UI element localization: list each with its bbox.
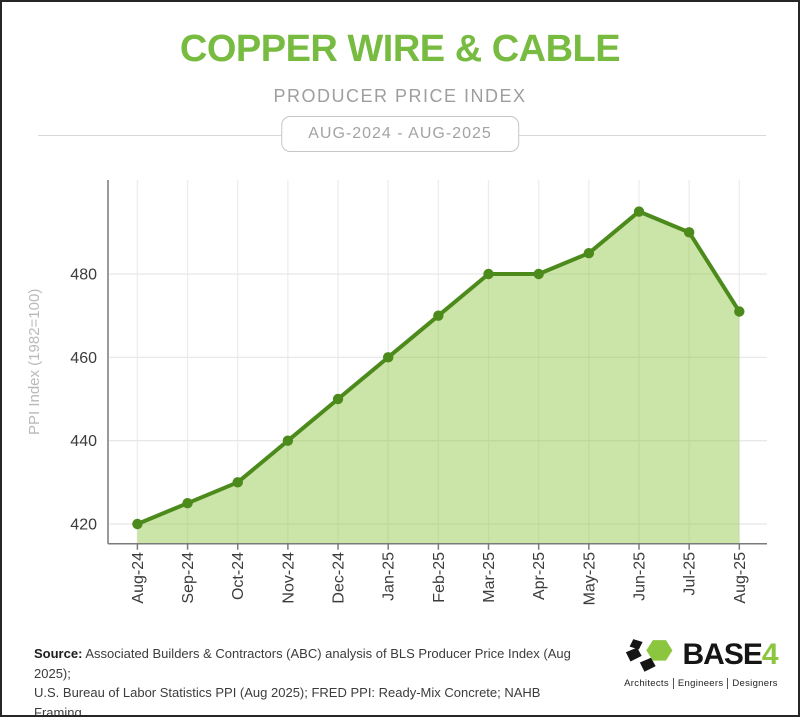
- ppi-area-chart: 420 440 460 480 Aug-24 Sep-24 Oct-24 Nov-24 Dec-…: [26, 180, 767, 605]
- svg-text:May-25: May-25: [581, 552, 598, 605]
- svg-text:Feb-25: Feb-25: [431, 552, 448, 603]
- gridlines: [108, 180, 767, 544]
- tagline-engineers: Engineers: [672, 678, 727, 689]
- svg-text:Jan-25: Jan-25: [381, 552, 398, 601]
- tagline-designers: Designers: [727, 678, 781, 689]
- source-text: Source: Associated Builders & Contractor…: [34, 644, 579, 717]
- svg-text:480: 480: [70, 267, 97, 284]
- axes: [107, 180, 767, 550]
- area-fill: [137, 211, 740, 544]
- base4-logo-icon: [626, 639, 673, 672]
- tagline-architects: Architects: [624, 678, 669, 689]
- svg-text:420: 420: [70, 517, 97, 534]
- svg-text:Oct-24: Oct-24: [230, 552, 247, 600]
- source-line-2: U.S. Bureau of Labor Statistics PPI (Aug…: [34, 685, 541, 717]
- base4-logo-text: BASE4: [682, 638, 779, 671]
- svg-text:460: 460: [70, 350, 97, 367]
- source-line-1: Associated Builders & Contractors (ABC) …: [34, 646, 571, 681]
- svg-text:Aug-25: Aug-25: [732, 552, 749, 604]
- page-title: COPPER WIRE & CABLE: [179, 28, 621, 70]
- svg-text:Jun-25: Jun-25: [632, 552, 649, 601]
- svg-text:Dec-24: Dec-24: [331, 552, 348, 604]
- x-tick-labels: Aug-24 Sep-24 Oct-24 Nov-24 Dec-24 Jan-25 Feb-…: [130, 552, 749, 605]
- svg-text:Apr-25: Apr-25: [531, 552, 548, 600]
- svg-text:Sep-24: Sep-24: [180, 552, 197, 604]
- logo-number: 4: [761, 638, 779, 671]
- svg-text:Mar-25: Mar-25: [481, 552, 498, 603]
- base4-logo: BASE4 Architects Engineers Designers: [624, 636, 779, 689]
- svg-text:Jul-25: Jul-25: [682, 552, 699, 596]
- y-axis-title: PPI Index (1982=100): [26, 289, 43, 435]
- svg-text:Aug-24: Aug-24: [130, 552, 147, 604]
- data-point-markers: [132, 206, 745, 530]
- logo-name: BASE: [682, 638, 762, 671]
- source-label: Source:: [34, 646, 83, 661]
- page-subtitle: PRODUCER PRICE INDEX: [273, 86, 527, 106]
- logo-tagline: Architects Engineers Designers: [624, 678, 778, 689]
- chart-area: 420 440 460 480 Aug-24 Sep-24 Oct-24 Nov-24 Dec-…: [2, 168, 798, 612]
- period-badge: AUG-2024 - AUG-2025: [281, 116, 519, 152]
- svg-text:Nov-24: Nov-24: [280, 552, 297, 604]
- y-tick-labels: 420 440 460 480: [70, 267, 97, 534]
- svg-text:440: 440: [70, 433, 97, 450]
